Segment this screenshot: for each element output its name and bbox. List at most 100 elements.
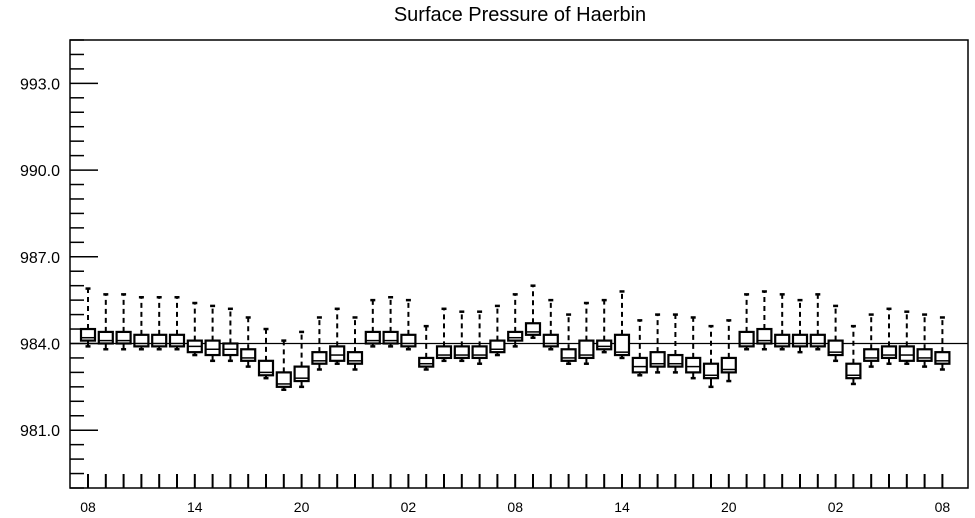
box-body [382, 330, 399, 345]
y-axis: 981.0 984.0 987.0 990.0 993.0 [20, 39, 98, 489]
y-tick-label: 984.0 [20, 336, 60, 353]
box-plot-item [346, 316, 364, 371]
box-body [115, 330, 132, 345]
box-plot-item [204, 304, 221, 363]
box-body [596, 339, 613, 351]
x-tick-label: 02 [401, 499, 417, 515]
box-plot-item [702, 324, 720, 389]
box-body [311, 351, 328, 365]
box-body [631, 356, 648, 374]
box-body [168, 333, 186, 348]
y-tick-label: 981.0 [20, 423, 60, 440]
box-plot-item [151, 295, 168, 351]
box-body [400, 333, 417, 348]
box-body [809, 333, 826, 348]
box-plot-item [329, 307, 346, 365]
box-plot-item [275, 339, 292, 391]
box-plot-item [578, 301, 595, 365]
chart-title: Surface Pressure of Haerbin [393, 4, 647, 26]
plot-frame-layer [69, 39, 969, 489]
y-tick-label: 990.0 [20, 163, 60, 180]
box-plot-item [542, 298, 559, 351]
box-plot-item [364, 298, 381, 348]
box-body [151, 333, 168, 348]
box-plot-item [240, 316, 257, 368]
box-plot-item [524, 284, 542, 339]
box-body [685, 356, 702, 374]
box-body [418, 356, 435, 368]
box-plot-item [596, 298, 613, 354]
box-body [453, 345, 470, 360]
box-plot-item [560, 313, 577, 365]
box-body [578, 339, 595, 360]
box-body [863, 348, 880, 362]
box-body [934, 351, 951, 365]
box-body [507, 330, 524, 342]
box-plot-item [916, 313, 933, 368]
box-body [471, 345, 488, 360]
box-plot-item [613, 290, 631, 360]
box-plot-item [97, 293, 114, 351]
box-plot-item [257, 327, 275, 380]
box-body [613, 333, 631, 357]
x-tick-label: 14 [614, 499, 630, 515]
box-layer [79, 284, 951, 391]
box-body [435, 345, 453, 360]
box-plot-item [418, 324, 435, 371]
box-body [524, 322, 542, 336]
box-body [79, 327, 97, 342]
box-plot-item [791, 298, 809, 354]
box-plot-item [115, 293, 132, 351]
box-plot-item [168, 295, 186, 351]
x-tick-label: 08 [935, 499, 951, 515]
box-plot-item [738, 293, 755, 351]
box-body [667, 353, 684, 368]
box-body [560, 348, 577, 362]
box-body [774, 333, 791, 348]
box-body [489, 339, 506, 354]
box-plot-item [400, 298, 417, 351]
box-body [791, 333, 809, 348]
x-axis: 08 14 20 02 08 14 20 02 08 [80, 474, 950, 515]
box-plot-item [507, 293, 524, 348]
box-plot-item [471, 310, 488, 365]
x-tick-label: 20 [721, 499, 737, 515]
box-plot-item [880, 307, 898, 365]
x-tick-label: 08 [80, 499, 96, 515]
box-body [916, 348, 933, 362]
y-tick-label: 987.0 [20, 250, 60, 267]
box-body [364, 330, 381, 345]
box-plot-item [809, 293, 826, 351]
box-plot-item [382, 295, 399, 348]
box-plot-item [222, 307, 239, 363]
box-body [329, 345, 346, 362]
box-body [898, 345, 915, 362]
box-plot-item [774, 293, 791, 351]
box-plot-item [685, 316, 702, 380]
box-plot-item [756, 290, 773, 351]
x-tick-label: 20 [294, 499, 310, 515]
box-body [133, 333, 150, 348]
box-plot-item [133, 295, 150, 351]
box-body [204, 339, 221, 357]
box-plot-item [898, 310, 915, 365]
y-tick-label: 993.0 [20, 76, 60, 93]
box-plot-item [293, 330, 310, 389]
box-plot-item [489, 304, 506, 357]
box-plot-item [934, 316, 951, 371]
box-plot-item [720, 319, 737, 383]
box-plot-item [667, 313, 684, 374]
plot-frame [69, 39, 969, 489]
box-plot-item [649, 313, 666, 374]
x-tick-label: 14 [187, 499, 203, 515]
box-plot-item [435, 307, 453, 363]
box-plot-item [845, 324, 862, 386]
box-body [880, 345, 898, 360]
box-plot-item [186, 301, 203, 357]
box-body [542, 333, 559, 348]
box-plot-item [863, 313, 880, 368]
box-body [346, 351, 364, 365]
x-tick-label: 02 [828, 499, 844, 515]
box-plot-item [631, 319, 648, 377]
